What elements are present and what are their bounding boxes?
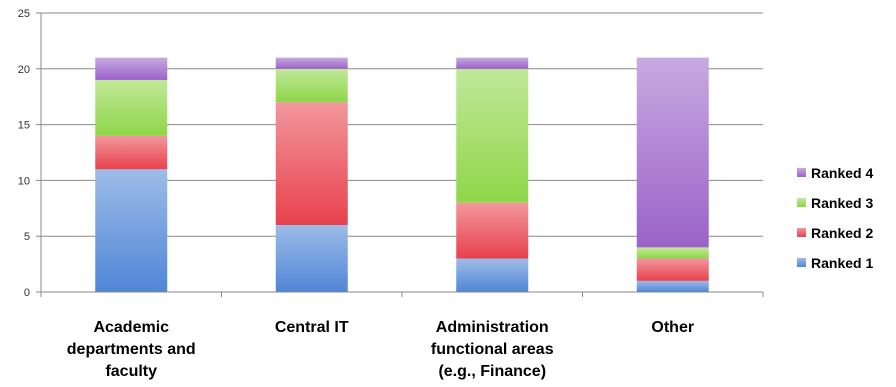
legend-label: Ranked 2 [811, 225, 873, 241]
bars [95, 57, 709, 292]
bar-segment-ranked-3 [456, 68, 529, 203]
legend-swatch [797, 168, 806, 177]
category-label: Central IT [275, 319, 349, 336]
category-label: Academic departments and faculty [67, 319, 196, 380]
axes [36, 12, 764, 297]
category-label: Other [651, 319, 694, 336]
category-label-line: (e.g., Finance) [438, 363, 546, 380]
bar-segment-ranked-2 [95, 135, 168, 170]
category-label-line: Academic [93, 319, 169, 336]
category-label-line: faculty [105, 363, 157, 380]
bar-segment-ranked-1 [456, 258, 529, 292]
category-label-line: Other [651, 319, 694, 336]
bar-segment-ranked-4 [95, 57, 168, 80]
category-labels: Academic departments and faculty Central IT… [67, 319, 694, 380]
y-tick-label: 15 [18, 120, 30, 132]
category-label-line: Administration [436, 319, 549, 336]
legend-label: Ranked 4 [811, 165, 873, 181]
bar-segment-ranked-2 [275, 102, 348, 226]
y-tick-label: 25 [18, 8, 30, 20]
legend-swatch [797, 258, 806, 267]
y-tick-label: 0 [24, 287, 30, 299]
category-label-line: functional areas [431, 341, 554, 358]
category-label-line: Central IT [275, 319, 349, 336]
bar-segment-ranked-1 [95, 169, 168, 292]
bar-segment-ranked-1 [275, 225, 348, 292]
y-tick-label: 5 [24, 231, 30, 243]
legend-swatch [797, 228, 806, 237]
y-tick-label: 20 [18, 64, 30, 76]
legend-swatch [797, 198, 806, 207]
bar-segment-ranked-1 [636, 280, 709, 292]
bar-segment-ranked-4 [636, 57, 709, 248]
bar-segment-ranked-3 [275, 68, 348, 103]
bar-segment-ranked-3 [636, 247, 709, 259]
legend: Ranked 4 Ranked 3 Ranked 2 Ranked 1 [797, 165, 873, 271]
bar-segment-ranked-4 [275, 57, 348, 69]
y-tick-label: 10 [18, 175, 30, 187]
bar-segment-ranked-2 [636, 258, 709, 281]
legend-label: Ranked 3 [811, 195, 873, 211]
legend-label: Ranked 1 [811, 255, 873, 271]
bar-segment-ranked-3 [95, 79, 168, 136]
y-tick-labels: 0 5 10 15 20 25 [18, 8, 30, 299]
bar-segment-ranked-2 [456, 202, 529, 259]
category-label: Administration functional areas (e.g., Fin… [431, 319, 554, 380]
bar-segment-ranked-4 [456, 57, 529, 69]
category-label-line: departments and [67, 341, 196, 358]
